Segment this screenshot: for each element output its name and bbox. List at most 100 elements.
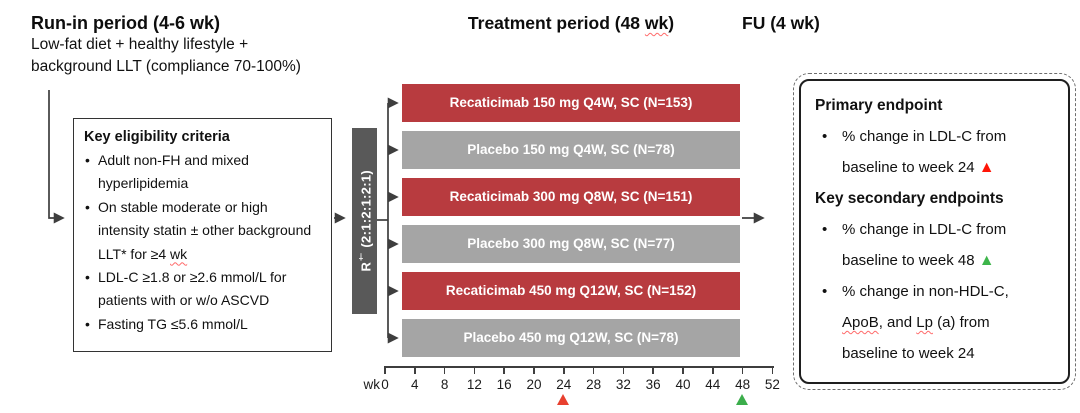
endpoint-line: % change in LDL-C from: [842, 121, 1056, 152]
axis-tick: [741, 366, 744, 374]
axis-tick: [592, 366, 595, 374]
text-segment: (a) from: [932, 314, 990, 331]
text-segment: baseline to week 48: [842, 252, 979, 269]
text-segment: % change in LDL-C from: [842, 128, 1007, 145]
axis-tick-label: 36: [645, 377, 661, 392]
axis-tick: [503, 366, 505, 374]
text-segment: On stable moderate or high intensity sta…: [98, 198, 312, 262]
secondary-endpoint-items: • % change in LDL-C from baseline to week …: [815, 214, 1056, 369]
endpoint-line: baseline to week 48 ▲: [842, 245, 1056, 276]
axis-tick: [771, 366, 774, 374]
axis-tick-label: 44: [705, 377, 721, 392]
axis-tick: [622, 366, 625, 374]
axis-tick: [563, 366, 565, 374]
axis-tick-label: 52: [764, 377, 780, 392]
text-segment: ApoB: [842, 314, 879, 331]
text-segment: % change in LDL-C from: [842, 221, 1007, 238]
endpoint-line: ApoB, and Lp (a) from: [842, 307, 1056, 338]
bullet-icon: •: [822, 283, 828, 300]
axis-tick-label: 28: [586, 377, 602, 392]
week-48-marker: [736, 394, 749, 405]
runin-subtitle-line1: Low-fat diet + healthy lifestyle +: [31, 36, 249, 53]
axis-tick: [533, 366, 535, 374]
endpoint-line: baseline to week 24 ▲: [842, 152, 1056, 183]
treatment-arm-bar-4: Placebo 300 mg Q8W, SC (N=77): [402, 225, 740, 263]
treatment-arm-bar-2: Placebo 150 mg Q4W, SC (N=78): [402, 131, 740, 169]
axis-tick-label: 4: [411, 377, 419, 392]
text-segment: LDL-C ≥1.8 or ≥2.6 mmol/L for patients w…: [98, 269, 287, 309]
eligibility-criteria-box: Key eligibility criteria • Adult non-FH a…: [73, 118, 332, 352]
randomization-dagger: †: [355, 251, 366, 263]
axis-tick-label: 20: [526, 377, 542, 392]
endpoint-item: • % change in non-HDL-C, ApoB, and Lp (a) …: [815, 276, 1056, 369]
text-segment: baseline to week 24: [842, 159, 979, 176]
axis-baseline: [385, 366, 774, 368]
eligibility-item: • LDL-C ≥1.8 or ≥2.6 mmol/L for patients …: [84, 266, 322, 313]
randomization-ratio: (2:1:2:1:2:1): [358, 170, 374, 252]
randomization-r: R: [358, 262, 374, 272]
runin-subtitle-line2: background LLT (compliance 70-100%): [31, 57, 301, 75]
axis-tick-label: 0: [381, 377, 389, 392]
endpoint-item: • % change in LDL-C from baseline to week …: [815, 214, 1056, 276]
axis-tick: [473, 366, 476, 374]
axis-tick: [712, 366, 714, 374]
bullet-icon: •: [85, 198, 90, 215]
text-segment: Fasting TG ≤5.6 mmol/L: [98, 315, 248, 332]
endpoint-line: baseline to week 24: [842, 338, 1056, 369]
eligibility-title: Key eligibility criteria: [84, 129, 230, 145]
treatment-title-close: ): [668, 13, 675, 33]
endpoints-box: Primary endpoint • % change in LDL-C from…: [793, 73, 1076, 390]
text-segment: baseline to week 24: [842, 345, 975, 362]
randomization-label: R† (2:1:2:1:2:1): [356, 170, 373, 272]
endpoint-item: • % change in LDL-C from baseline to week …: [815, 121, 1056, 183]
axis-tick-label: 16: [496, 377, 512, 392]
primary-endpoint-items: • % change in LDL-C from baseline to week …: [815, 121, 1056, 183]
fu-period-header: FU (4 wk): [742, 13, 820, 33]
axis-tick-label: 8: [440, 377, 449, 392]
treatment-arm-bar-3: Recaticimab 300 mg Q8W, SC (N=151): [402, 178, 740, 216]
axis-tick-label: 48: [735, 377, 751, 392]
axis-tick-label: 32: [615, 377, 631, 392]
endpoint-marker-icon: ▲: [978, 252, 995, 269]
secondary-endpoints-title: Key secondary endpoints: [815, 190, 1004, 207]
treatment-period-header: Treatment period (48 wk): [402, 12, 740, 34]
axis-tick: [414, 366, 416, 374]
axis-tick: [443, 366, 446, 374]
bullet-icon: •: [85, 315, 90, 332]
axis-tick: [652, 366, 654, 374]
endpoint-line: % change in LDL-C from: [842, 214, 1056, 245]
eligibility-item: • Adult non-FH and mixed hyperlipidemia: [84, 149, 322, 196]
treatment-arm-bar-6: Placebo 450 mg Q12W, SC (N=78): [402, 319, 740, 357]
text-segment: Adult non-FH and mixed hyperlipidemia: [98, 152, 249, 192]
week-24-marker: [557, 394, 570, 405]
text-segment: % change in non-HDL-C,: [842, 283, 1009, 300]
treatment-arm-bar-5: Recaticimab 450 mg Q12W, SC (N=152): [402, 272, 740, 310]
treatment-title-text: Treatment period (48: [467, 13, 645, 33]
text-segment: wk: [170, 245, 188, 262]
treatment-arm-bar-1: Recaticimab 150 mg Q4W, SC (N=153): [402, 84, 740, 122]
axis-tick-label: 24: [556, 377, 572, 392]
bullet-icon: •: [85, 269, 90, 286]
runin-title: Run-in period (4-6 wk): [31, 13, 220, 33]
text-segment: , and: [878, 314, 917, 331]
eligibility-items: • Adult non-FH and mixed hyperlipidemia • O…: [84, 149, 322, 336]
endpoints-box-inner: Primary endpoint • % change in LDL-C from…: [799, 79, 1070, 384]
axis-tick: [682, 366, 684, 374]
randomization-bar: R† (2:1:2:1:2:1): [352, 128, 377, 314]
axis-tick-label: 40: [675, 377, 691, 392]
axis-tick-label: 12: [466, 377, 482, 392]
bullet-icon: •: [822, 128, 828, 145]
bullet-icon: •: [85, 152, 90, 168]
runin-period-header: Run-in period (4-6 wk) Low-fat diet + he…: [31, 12, 301, 77]
bullet-icon: •: [822, 221, 828, 238]
endpoint-marker-icon: ▲: [978, 159, 995, 176]
endpoint-line: % change in non-HDL-C,: [842, 276, 1056, 307]
eligibility-item: • On stable moderate or high intensity st…: [84, 196, 322, 266]
eligibility-item: • Fasting TG ≤5.6 mmol/L: [84, 313, 322, 336]
axis-tick: [384, 366, 386, 374]
primary-endpoint-title: Primary endpoint: [815, 97, 943, 114]
text-segment: Lp: [916, 314, 933, 331]
axis-unit-label: wk: [363, 377, 381, 392]
runin-elbow-arrow: [48, 90, 65, 224]
treatment-title-wk: wk: [644, 13, 669, 33]
